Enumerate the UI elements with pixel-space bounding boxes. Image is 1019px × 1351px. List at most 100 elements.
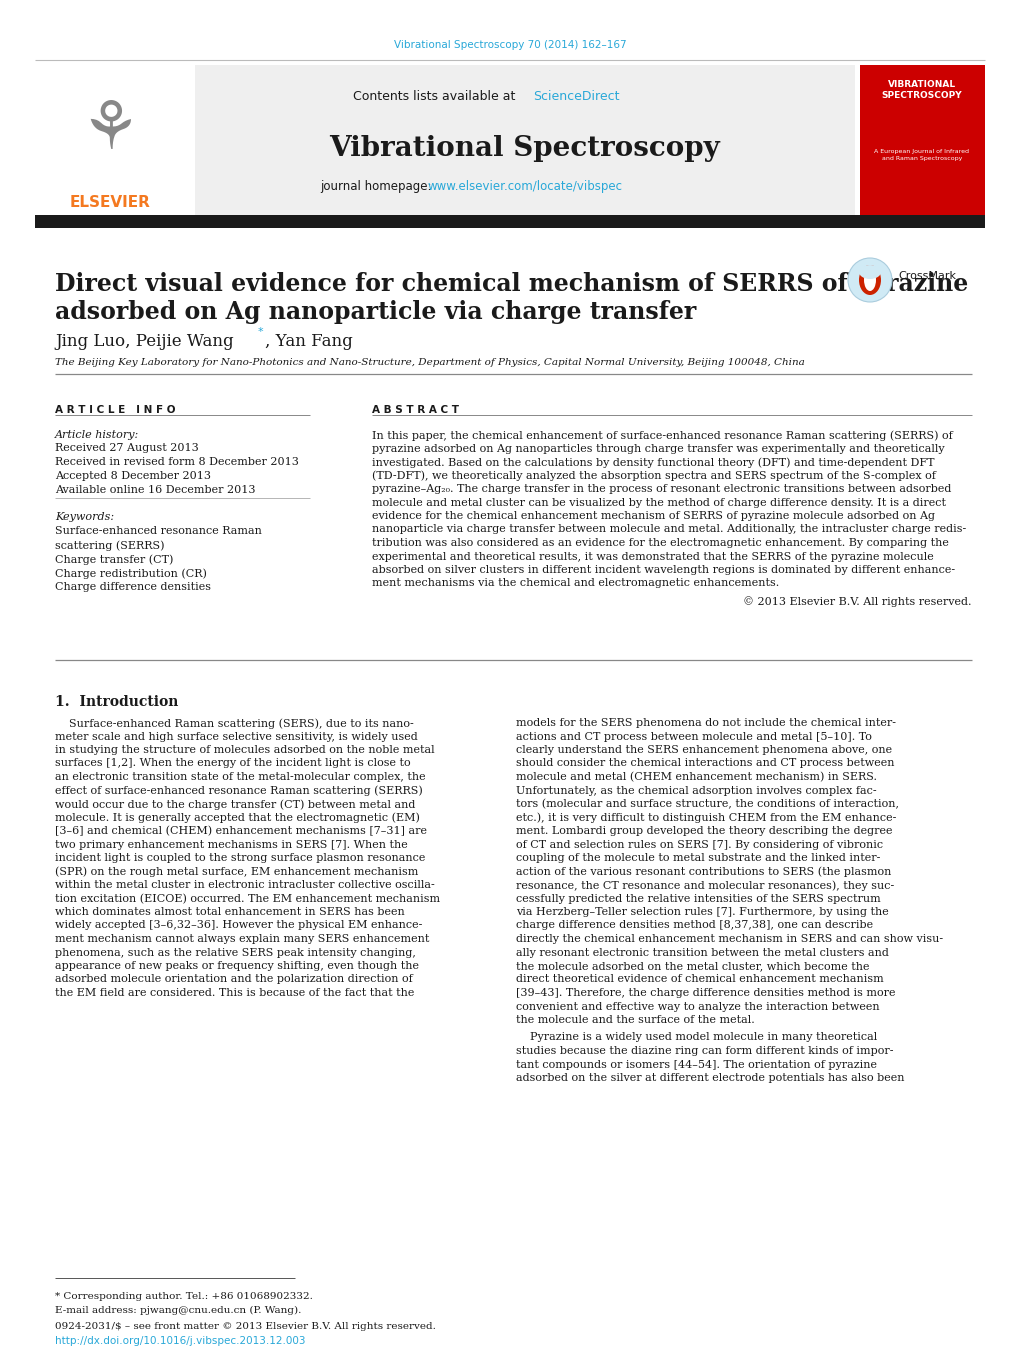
Text: effect of surface-enhanced resonance Raman scattering (SERRS): effect of surface-enhanced resonance Ram… (55, 785, 422, 796)
Text: tant compounds or isomers [44–54]. The orientation of pyrazine: tant compounds or isomers [44–54]. The o… (516, 1059, 876, 1070)
Text: tribution was also considered as an evidence for the electromagnetic enhancement: tribution was also considered as an evid… (372, 538, 948, 549)
Text: adsorbed on the silver at different electrode potentials has also been: adsorbed on the silver at different elec… (516, 1073, 904, 1084)
Circle shape (847, 258, 892, 303)
Text: Pyrazine is a widely used model molecule in many theoretical: Pyrazine is a widely used model molecule… (516, 1032, 876, 1043)
Text: molecule and metal cluster can be visualized by the method of charge difference : molecule and metal cluster can be visual… (372, 497, 945, 508)
Text: Charge transfer (CT): Charge transfer (CT) (55, 554, 173, 565)
Text: cessfully predicted the relative intensities of the SERS spectrum: cessfully predicted the relative intensi… (516, 893, 879, 904)
Text: (SPR) on the rough metal surface, EM enhancement mechanism: (SPR) on the rough metal surface, EM enh… (55, 866, 418, 877)
Bar (859, 65, 984, 215)
Text: Vibrational Spectroscopy: Vibrational Spectroscopy (329, 135, 719, 162)
Text: actions and CT process between molecule and metal [5–10]. To: actions and CT process between molecule … (516, 731, 871, 742)
Text: coupling of the molecule to metal substrate and the linked inter-: coupling of the molecule to metal substr… (516, 852, 879, 863)
Text: Available online 16 December 2013: Available online 16 December 2013 (55, 485, 255, 494)
Text: Vibrational Spectroscopy 70 (2014) 162–167: Vibrational Spectroscopy 70 (2014) 162–1… (393, 41, 626, 50)
Text: Accepted 8 December 2013: Accepted 8 December 2013 (55, 471, 211, 481)
Text: (TD-DFT), we theoretically analyzed the absorption spectra and SERS spectrum of : (TD-DFT), we theoretically analyzed the … (372, 470, 935, 481)
Text: nanoparticle via charge transfer between molecule and metal. Additionally, the i: nanoparticle via charge transfer between… (372, 524, 965, 535)
Text: directly the chemical enhancement mechanism in SERS and can show visu-: directly the chemical enhancement mechan… (516, 934, 943, 944)
Text: molecule. It is generally accepted that the electromagnetic (EM): molecule. It is generally accepted that … (55, 812, 420, 823)
Text: charge difference densities method [8,37,38], one can describe: charge difference densities method [8,37… (516, 920, 872, 931)
Text: in studying the structure of molecules adsorbed on the noble metal: in studying the structure of molecules a… (55, 744, 434, 755)
Text: clearly understand the SERS enhancement phenomena above, one: clearly understand the SERS enhancement … (516, 744, 892, 755)
Text: pyrazine adsorbed on Ag nanoparticles through charge transfer was experimentally: pyrazine adsorbed on Ag nanoparticles th… (372, 443, 944, 454)
Text: * Corresponding author. Tel.: +86 01068902332.: * Corresponding author. Tel.: +86 010689… (55, 1292, 313, 1301)
Text: the EM field are considered. This is because of the fact that the: the EM field are considered. This is bec… (55, 988, 414, 998)
Text: ment mechanisms via the chemical and electromagnetic enhancements.: ment mechanisms via the chemical and ele… (372, 578, 779, 589)
Text: scattering (SERRS): scattering (SERRS) (55, 540, 164, 551)
Text: Article history:: Article history: (55, 430, 140, 440)
Text: ment mechanism cannot always explain many SERS enhancement: ment mechanism cannot always explain man… (55, 934, 429, 944)
Text: 0924-2031/$ – see front matter © 2013 Elsevier B.V. All rights reserved.: 0924-2031/$ – see front matter © 2013 El… (55, 1323, 435, 1331)
Bar (35, 215, 984, 228)
Text: The Beijing Key Laboratory for Nano-Photonics and Nano-Structure, Department of : The Beijing Key Laboratory for Nano-Phot… (55, 358, 804, 367)
Text: A B S T R A C T: A B S T R A C T (372, 405, 459, 415)
Text: phenomena, such as the relative SERS peak intensity changing,: phenomena, such as the relative SERS pea… (55, 947, 416, 958)
Text: A R T I C L E   I N F O: A R T I C L E I N F O (55, 405, 175, 415)
Text: adsorbed molecule orientation and the polarization direction of: adsorbed molecule orientation and the po… (55, 974, 413, 985)
Text: Received 27 August 2013: Received 27 August 2013 (55, 443, 199, 453)
Text: ally resonant electronic transition between the metal clusters and: ally resonant electronic transition betw… (516, 947, 888, 958)
Text: ⚘: ⚘ (81, 97, 140, 163)
Text: surfaces [1,2]. When the energy of the incident light is close to: surfaces [1,2]. When the energy of the i… (55, 758, 411, 769)
Text: http://dx.doi.org/10.1016/j.vibspec.2013.12.003: http://dx.doi.org/10.1016/j.vibspec.2013… (55, 1336, 306, 1346)
Text: the molecule adsorbed on the metal cluster, which become the: the molecule adsorbed on the metal clust… (516, 961, 868, 971)
Bar (195, 65, 854, 215)
Text: widely accepted [3–6,32–36]. However the physical EM enhance-: widely accepted [3–6,32–36]. However the… (55, 920, 422, 931)
Text: of CT and selection rules on SERS [7]. By considering of vibronic: of CT and selection rules on SERS [7]. B… (516, 839, 882, 850)
Text: Surface-enhanced Raman scattering (SERS), due to its nano-: Surface-enhanced Raman scattering (SERS)… (55, 717, 414, 728)
Text: E-mail address: pjwang@cnu.edu.cn (P. Wang).: E-mail address: pjwang@cnu.edu.cn (P. Wa… (55, 1306, 301, 1315)
Text: www.elsevier.com/locate/vibspec: www.elsevier.com/locate/vibspec (428, 180, 623, 193)
Text: via Herzberg–Teller selection rules [7]. Furthermore, by using the: via Herzberg–Teller selection rules [7].… (516, 907, 888, 917)
Text: meter scale and high surface selective sensitivity, is widely used: meter scale and high surface selective s… (55, 731, 418, 742)
Text: evidence for the chemical enhancement mechanism of SERRS of pyrazine molecule ad: evidence for the chemical enhancement me… (372, 511, 934, 521)
Text: CrossMark: CrossMark (897, 272, 955, 281)
Text: two primary enhancement mechanisms in SERS [7]. When the: two primary enhancement mechanisms in SE… (55, 839, 408, 850)
Text: an electronic transition state of the metal-molecular complex, the: an electronic transition state of the me… (55, 771, 425, 782)
Text: molecule and metal (CHEM enhancement mechanism) in SERS.: molecule and metal (CHEM enhancement mec… (516, 771, 876, 782)
Text: , Yan Fang: , Yan Fang (265, 332, 353, 350)
Ellipse shape (863, 269, 875, 290)
Text: direct theoretical evidence of chemical enhancement mechanism: direct theoretical evidence of chemical … (516, 974, 882, 985)
Ellipse shape (858, 265, 880, 280)
Text: Jing Luo, Peijie Wang: Jing Luo, Peijie Wang (55, 332, 233, 350)
Text: should consider the chemical interactions and CT process between: should consider the chemical interaction… (516, 758, 894, 769)
Text: within the metal cluster in electronic intracluster collective oscilla-: within the metal cluster in electronic i… (55, 880, 434, 890)
Text: In this paper, the chemical enhancement of surface-enhanced resonance Raman scat: In this paper, the chemical enhancement … (372, 430, 952, 440)
Text: tors (molecular and surface structure, the conditions of interaction,: tors (molecular and surface structure, t… (516, 798, 898, 809)
Text: A European Journal of Infrared
and Raman Spectroscopy: A European Journal of Infrared and Raman… (873, 150, 968, 161)
Text: Unfortunately, as the chemical adsorption involves complex fac-: Unfortunately, as the chemical adsorptio… (516, 785, 875, 796)
Text: the molecule and the surface of the metal.: the molecule and the surface of the meta… (516, 1015, 754, 1025)
Text: incident light is coupled to the strong surface plasmon resonance: incident light is coupled to the strong … (55, 852, 425, 863)
Text: which dominates almost total enhancement in SERS has been: which dominates almost total enhancement… (55, 907, 405, 917)
Text: studies because the diazine ring can form different kinds of impor-: studies because the diazine ring can for… (516, 1046, 893, 1056)
Text: ment. Lombardi group developed the theory describing the degree: ment. Lombardi group developed the theor… (516, 825, 892, 836)
Text: investigated. Based on the calculations by density functional theory (DFT) and t: investigated. Based on the calculations … (372, 457, 933, 467)
Text: ScienceDirect: ScienceDirect (533, 91, 619, 103)
Text: Direct visual evidence for chemical mechanism of SERRS of pyrazine: Direct visual evidence for chemical mech… (55, 272, 967, 296)
Text: ELSEVIER: ELSEVIER (69, 195, 150, 209)
Text: [39–43]. Therefore, the charge difference densities method is more: [39–43]. Therefore, the charge differenc… (516, 988, 895, 998)
Text: *: * (258, 327, 263, 336)
Text: adsorbed on Ag nanoparticle via charge transfer: adsorbed on Ag nanoparticle via charge t… (55, 300, 696, 324)
Text: 1.  Introduction: 1. Introduction (55, 694, 178, 709)
Text: appearance of new peaks or frequency shifting, even though the: appearance of new peaks or frequency shi… (55, 961, 419, 971)
Text: Charge difference densities: Charge difference densities (55, 582, 211, 592)
Text: © 2013 Elsevier B.V. All rights reserved.: © 2013 Elsevier B.V. All rights reserved… (743, 596, 971, 607)
Text: Received in revised form 8 December 2013: Received in revised form 8 December 2013 (55, 457, 299, 467)
Text: pyrazine–Ag₂₀. The charge transfer in the process of resonant electronic transit: pyrazine–Ag₂₀. The charge transfer in th… (372, 484, 951, 494)
Text: Charge redistribution (CR): Charge redistribution (CR) (55, 567, 207, 578)
Text: models for the SERS phenomena do not include the chemical inter-: models for the SERS phenomena do not inc… (516, 717, 895, 728)
Text: action of the various resonant contributions to SERS (the plasmon: action of the various resonant contribut… (516, 866, 891, 877)
Text: convenient and effective way to analyze the interaction between: convenient and effective way to analyze … (516, 1001, 878, 1012)
Text: resonance, the CT resonance and molecular resonances), they suc-: resonance, the CT resonance and molecula… (516, 880, 894, 890)
Text: would occur due to the charge transfer (CT) between metal and: would occur due to the charge transfer (… (55, 798, 415, 809)
Text: tion excitation (EICOE) occurred. The EM enhancement mechanism: tion excitation (EICOE) occurred. The EM… (55, 893, 439, 904)
Text: VIBRATIONAL
SPECTROSCOPY: VIBRATIONAL SPECTROSCOPY (880, 80, 961, 100)
Text: Surface-enhanced resonance Raman: Surface-enhanced resonance Raman (55, 526, 262, 536)
Text: Keywords:: Keywords: (55, 512, 114, 521)
Text: [3–6] and chemical (CHEM) enhancement mechanisms [7–31] are: [3–6] and chemical (CHEM) enhancement me… (55, 825, 427, 836)
Ellipse shape (858, 265, 880, 295)
Text: experimental and theoretical results, it was demonstrated that the SERRS of the : experimental and theoretical results, it… (372, 551, 932, 562)
Text: etc.), it is very difficult to distinguish CHEM from the EM enhance-: etc.), it is very difficult to distingui… (516, 812, 896, 823)
